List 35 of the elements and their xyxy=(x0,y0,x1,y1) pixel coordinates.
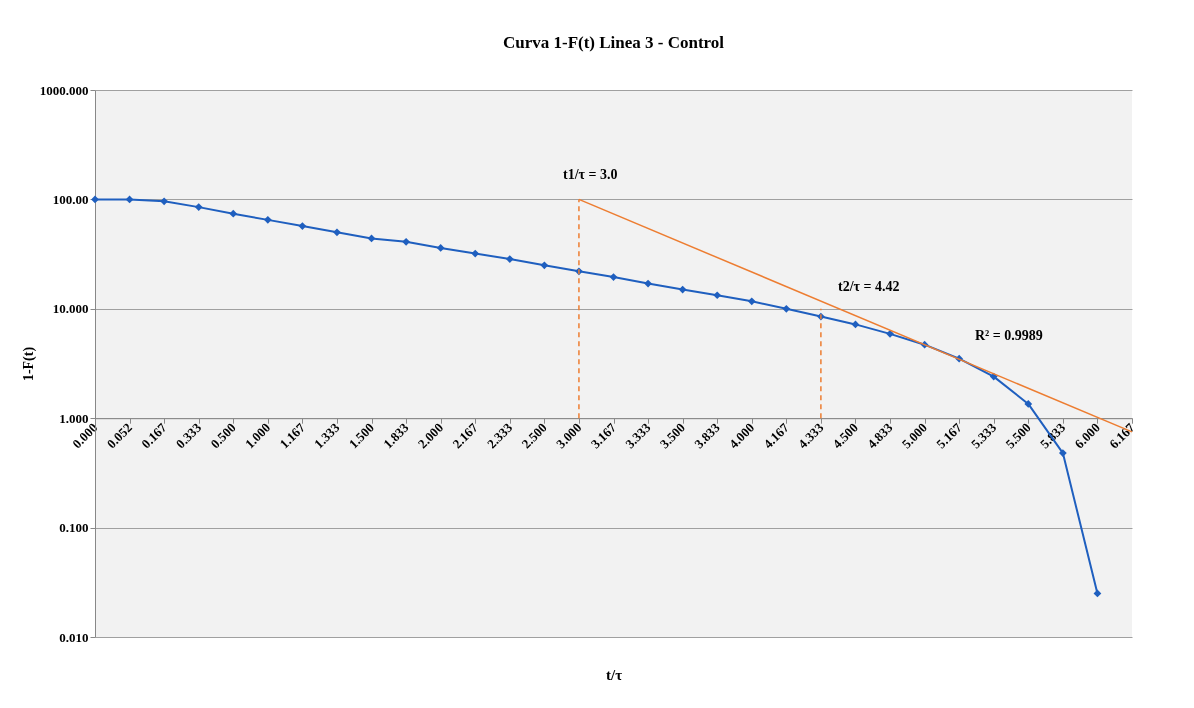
point xyxy=(540,261,549,270)
y-tick-label: 0.100 xyxy=(59,520,89,536)
point xyxy=(609,273,618,281)
point xyxy=(160,197,169,206)
point xyxy=(367,234,376,243)
point xyxy=(989,372,998,381)
y-tick-label: 1000.000 xyxy=(39,82,89,98)
annotation: t2/τ = 4.42 xyxy=(838,279,900,294)
point xyxy=(782,304,791,313)
y-tick-label: 100.00 xyxy=(52,191,89,207)
point xyxy=(263,215,272,224)
point xyxy=(505,255,514,263)
point xyxy=(1024,400,1033,408)
chart-title: Curva 1-F(t) Linea 3 - Control xyxy=(502,33,725,52)
point xyxy=(402,237,410,246)
point xyxy=(851,320,860,329)
point xyxy=(678,285,687,294)
point xyxy=(1058,449,1067,457)
point xyxy=(747,297,756,306)
point xyxy=(436,244,445,252)
point xyxy=(713,291,722,300)
point xyxy=(333,228,341,237)
y-tick-label: 0.010 xyxy=(59,629,89,645)
annotation: t1/τ = 3.0 xyxy=(563,167,618,182)
y-axis-title: 1-F(t) xyxy=(20,346,37,382)
point xyxy=(471,249,480,258)
point xyxy=(298,222,307,230)
x-axis-title: t/τ xyxy=(605,666,623,683)
point xyxy=(644,279,652,288)
point xyxy=(194,203,203,211)
y-tick-label: 10.000 xyxy=(52,301,89,317)
point xyxy=(229,209,238,218)
point xyxy=(125,195,134,204)
annotation: R² = 0.9989 xyxy=(975,328,1043,343)
point xyxy=(91,195,99,204)
